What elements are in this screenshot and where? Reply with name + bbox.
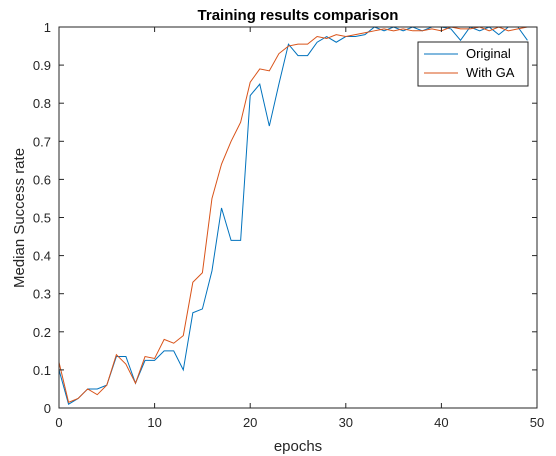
- x-tick-label: 0: [55, 415, 62, 430]
- y-tick-label: 0.2: [33, 325, 51, 340]
- y-tick-label: 1: [44, 20, 51, 35]
- legend-label-original: Original: [466, 46, 511, 61]
- axes-layer: 0 10 20 30 40 50 0 0.1 0.2 0.3 0.4 0.5 0.6 0.7 0.8 0.9 1: [33, 20, 544, 430]
- plot-area: [59, 27, 537, 408]
- y-tick-label: 0.6: [33, 172, 51, 187]
- y-axis-label: Median Success rate: [11, 148, 28, 288]
- y-tick-label: 0.4: [33, 249, 51, 264]
- y-tick-label: 0.5: [33, 211, 51, 226]
- legend-box: [417, 41, 529, 87]
- y-tick-label: 0.3: [33, 287, 51, 302]
- legend: Original With GA: [417, 41, 529, 87]
- x-tick-label: 50: [530, 415, 544, 430]
- x-tick-label: 30: [339, 415, 353, 430]
- legend-label-with-ga: With GA: [466, 65, 515, 80]
- x-axis-label: epochs: [274, 438, 322, 455]
- chart-title: Training results comparison: [198, 7, 399, 24]
- y-tick-label: 0.8: [33, 96, 51, 111]
- x-tick-label: 10: [147, 415, 161, 430]
- x-tick-label: 20: [243, 415, 257, 430]
- series-line-with-ga: [58, 26, 528, 403]
- y-tick-label: 0.7: [33, 134, 51, 149]
- y-tick-label: 0.1: [33, 363, 51, 378]
- series-layer: [58, 26, 528, 405]
- y-tick-label: 0: [44, 401, 51, 416]
- x-tick-label: 40: [434, 415, 448, 430]
- y-tick-label: 0.9: [33, 58, 51, 73]
